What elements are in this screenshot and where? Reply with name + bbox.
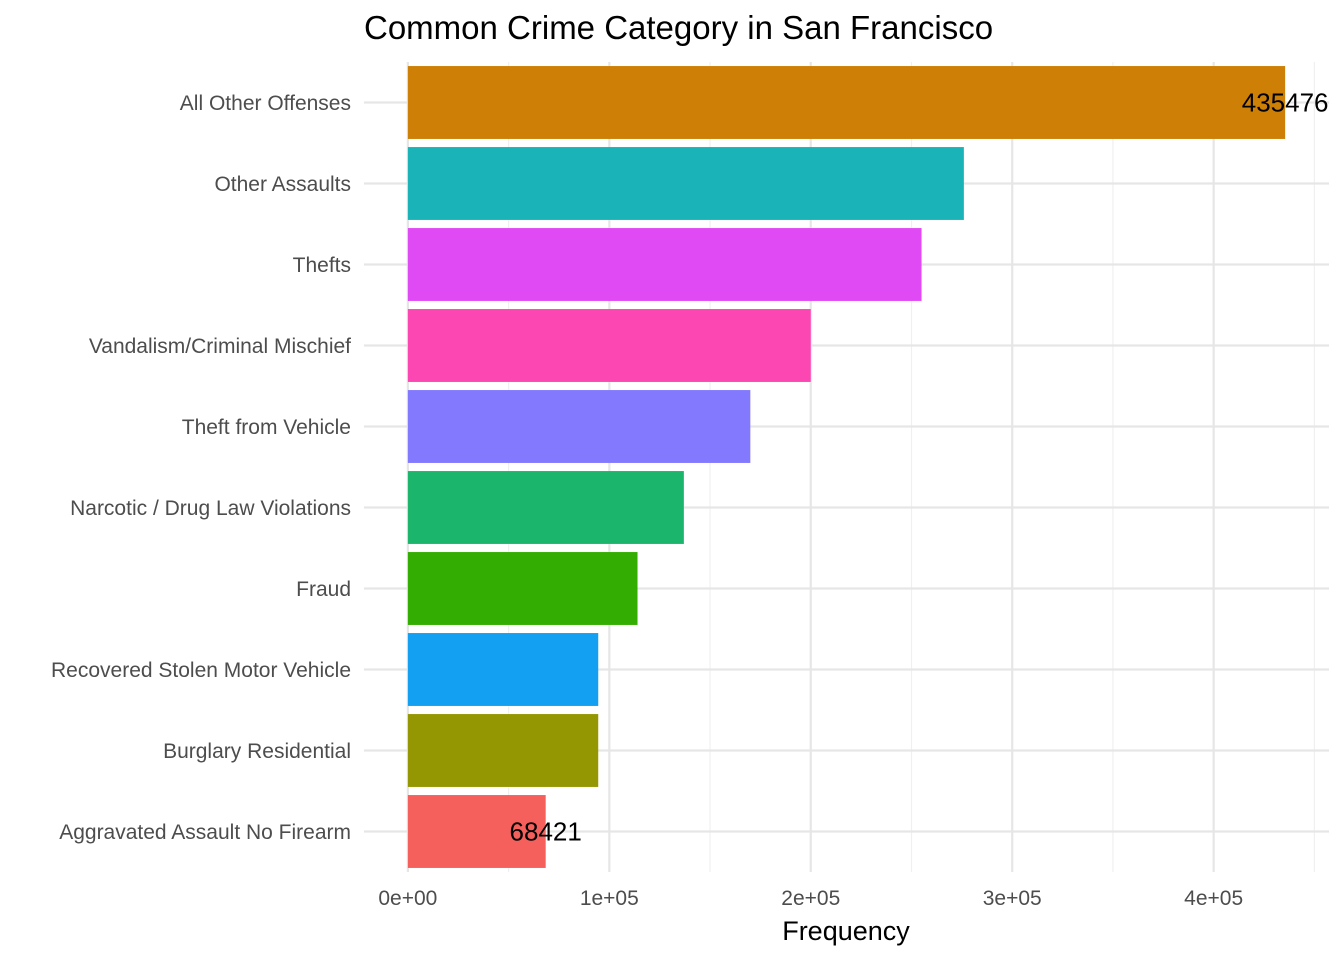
- category-label: Fraud: [296, 578, 351, 601]
- bar: [407, 714, 599, 787]
- bars: [407, 66, 1286, 868]
- x-tick-label: 1e+05: [580, 887, 639, 910]
- category-label: Aggravated Assault No Firearm: [59, 821, 351, 844]
- category-labels: All Other Offenses Other Assaults Thefts Va…: [51, 92, 351, 844]
- x-tick-label: 0e+00: [378, 887, 437, 910]
- category-label: Narcotic / Drug Law Violations: [70, 497, 351, 520]
- bar: [407, 228, 922, 301]
- data-label: 435476: [1242, 88, 1329, 118]
- x-tick-label: 3e+05: [983, 887, 1042, 910]
- bar: [407, 795, 546, 868]
- category-label: Recovered Stolen Motor Vehicle: [51, 659, 351, 682]
- category-label: Theft from Vehicle: [182, 416, 351, 439]
- x-tick-label: 2e+05: [781, 887, 840, 910]
- data-labels: 435476 68421: [510, 88, 1329, 847]
- bar: [407, 471, 684, 544]
- bar: [407, 390, 751, 463]
- category-label: Vandalism/Criminal Mischief: [89, 335, 351, 358]
- bar: [407, 66, 1286, 139]
- bar: [407, 147, 964, 220]
- category-label: Burglary Residential: [163, 740, 351, 763]
- bar: [407, 309, 811, 382]
- bar: [407, 633, 599, 706]
- chart-title: Common Crime Category in San Francisco: [364, 9, 993, 46]
- category-label: Other Assaults: [214, 173, 351, 196]
- data-label: 68421: [510, 817, 582, 847]
- x-tick-label: 4e+05: [1184, 887, 1243, 910]
- category-label: All Other Offenses: [180, 92, 351, 115]
- x-axis-title: Frequency: [782, 916, 910, 946]
- bar: [407, 552, 638, 625]
- category-label: Thefts: [293, 254, 351, 277]
- x-tick-labels: 0e+00 1e+05 2e+05 3e+05 4e+05: [378, 887, 1243, 910]
